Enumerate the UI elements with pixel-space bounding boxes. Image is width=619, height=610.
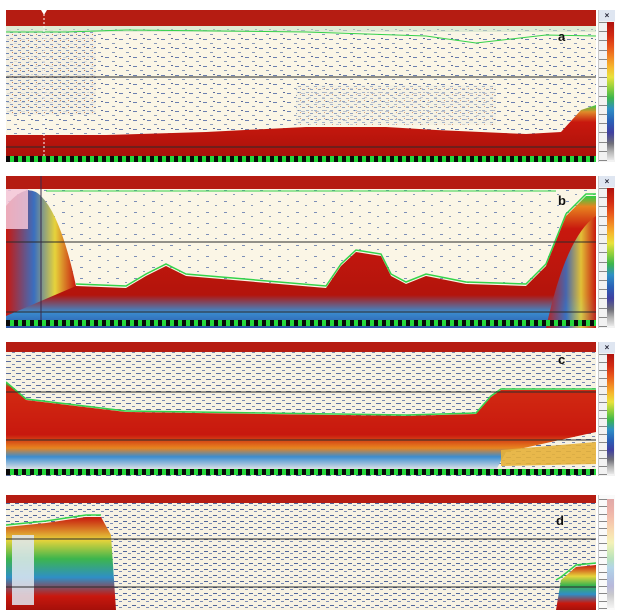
color-scale-tick [599, 426, 607, 427]
triangle-marker-icon[interactable] [41, 10, 47, 15]
close-icon[interactable]: × [599, 10, 615, 21]
color-scale-d [598, 495, 615, 610]
color-scale-b: × [598, 176, 615, 328]
color-scale-tick [599, 316, 607, 318]
color-scale-tick [599, 234, 607, 235]
color-scale-tick [599, 571, 607, 573]
color-scale-tick [599, 252, 607, 254]
color-scale-tick [599, 160, 607, 161]
color-scale-tick [599, 542, 607, 544]
color-scale-tick [599, 298, 607, 300]
color-scale-tick [599, 600, 607, 602]
color-scale-tick [599, 474, 607, 475]
panel-label-c: c [558, 352, 566, 367]
color-scale-tick [599, 535, 607, 537]
color-scale-tick [599, 289, 607, 291]
color-scale-tick [599, 549, 607, 551]
color-scale-tick [599, 261, 607, 263]
color-scale-tick [599, 243, 607, 245]
echogram-view-d[interactable]: d [6, 495, 596, 610]
color-scale-tick [599, 270, 607, 272]
color-scale-tick [599, 499, 607, 500]
color-scale-tick [599, 206, 607, 208]
color-scale-tick [599, 58, 607, 60]
color-scale-tick [599, 528, 607, 530]
echogram-image-d [6, 495, 596, 610]
color-scale-gradient-a [607, 22, 614, 160]
color-scale-tick [599, 520, 607, 522]
color-scale-tick [599, 141, 607, 143]
color-scale-tick [599, 188, 607, 189]
echogram-view-c[interactable]: c [6, 342, 596, 476]
color-scale-tick [599, 68, 607, 69]
color-scale-tick [599, 378, 607, 379]
color-scale-tick [599, 393, 607, 395]
panel-label-b: b [558, 193, 566, 208]
color-scale-tick [599, 95, 607, 97]
color-scale-tick [599, 326, 607, 327]
color-scale-gradient-d [607, 499, 614, 608]
color-scale-tick [599, 506, 607, 508]
color-scale-tick [599, 362, 607, 363]
color-scale-tick [599, 608, 607, 609]
color-scale-tick [599, 31, 607, 33]
color-scale-ticks-c [599, 354, 607, 475]
echogram-view-b[interactable]: b [6, 176, 596, 328]
bottom-detection-strip-a [6, 156, 596, 162]
echogram-image-c [6, 342, 596, 476]
close-icon[interactable]: × [599, 176, 615, 187]
echogram-image-a [6, 10, 596, 162]
color-scale-tick [599, 354, 607, 355]
bottom-detection-strip-b [6, 320, 596, 326]
color-scale-tick [599, 450, 607, 451]
color-scale-tick [599, 578, 607, 580]
panel-label-d: d [556, 513, 564, 528]
color-scale-gradient-b [607, 188, 614, 326]
echogram-view-a[interactable]: a [6, 10, 596, 162]
panel-label-a: a [558, 29, 566, 44]
echogram-panel-a: a × [6, 10, 615, 162]
color-scale-tick [599, 40, 607, 42]
color-scale-tick [599, 564, 607, 566]
color-scale-c: × [598, 342, 615, 476]
color-scale-tick [599, 22, 607, 23]
color-scale-tick [599, 418, 607, 419]
color-scale-tick [599, 557, 607, 559]
color-scale-tick [599, 458, 607, 459]
color-scale-tick [599, 307, 607, 309]
color-scale-tick [599, 104, 607, 106]
color-scale-tick [599, 215, 607, 217]
echogram-panel-b: b × [6, 176, 615, 328]
echogram-panel-c: c × [6, 342, 615, 476]
color-scale-tick [599, 280, 607, 281]
echogram-image-b [6, 176, 596, 328]
color-scale-gradient-c [607, 354, 614, 474]
color-scale-tick [599, 513, 607, 515]
color-scale-tick [599, 410, 607, 411]
color-scale-tick [599, 77, 607, 79]
color-scale-ticks-b [599, 188, 607, 327]
color-scale-tick [599, 114, 607, 115]
color-scale-tick [599, 586, 607, 588]
color-scale-ticks-d [599, 499, 607, 609]
color-scale-tick [599, 370, 607, 371]
color-scale-tick [599, 386, 607, 387]
color-scale-tick [599, 150, 607, 152]
color-scale-a: × [598, 10, 615, 162]
color-scale-tick [599, 442, 607, 443]
color-scale-tick [599, 86, 607, 88]
color-scale-tick [599, 224, 607, 226]
color-scale-tick [599, 402, 607, 403]
color-scale-tick [599, 593, 607, 595]
color-scale-tick [599, 132, 607, 134]
color-scale-tick [599, 197, 607, 199]
color-scale-tick [599, 123, 607, 125]
color-scale-tick [599, 433, 607, 435]
color-scale-ticks-a [599, 22, 607, 161]
close-icon[interactable]: × [599, 342, 615, 353]
bottom-detection-strip-c [6, 469, 596, 475]
echogram-panel-d: d [6, 495, 615, 610]
color-scale-tick [599, 466, 607, 467]
color-scale-tick [599, 49, 607, 51]
